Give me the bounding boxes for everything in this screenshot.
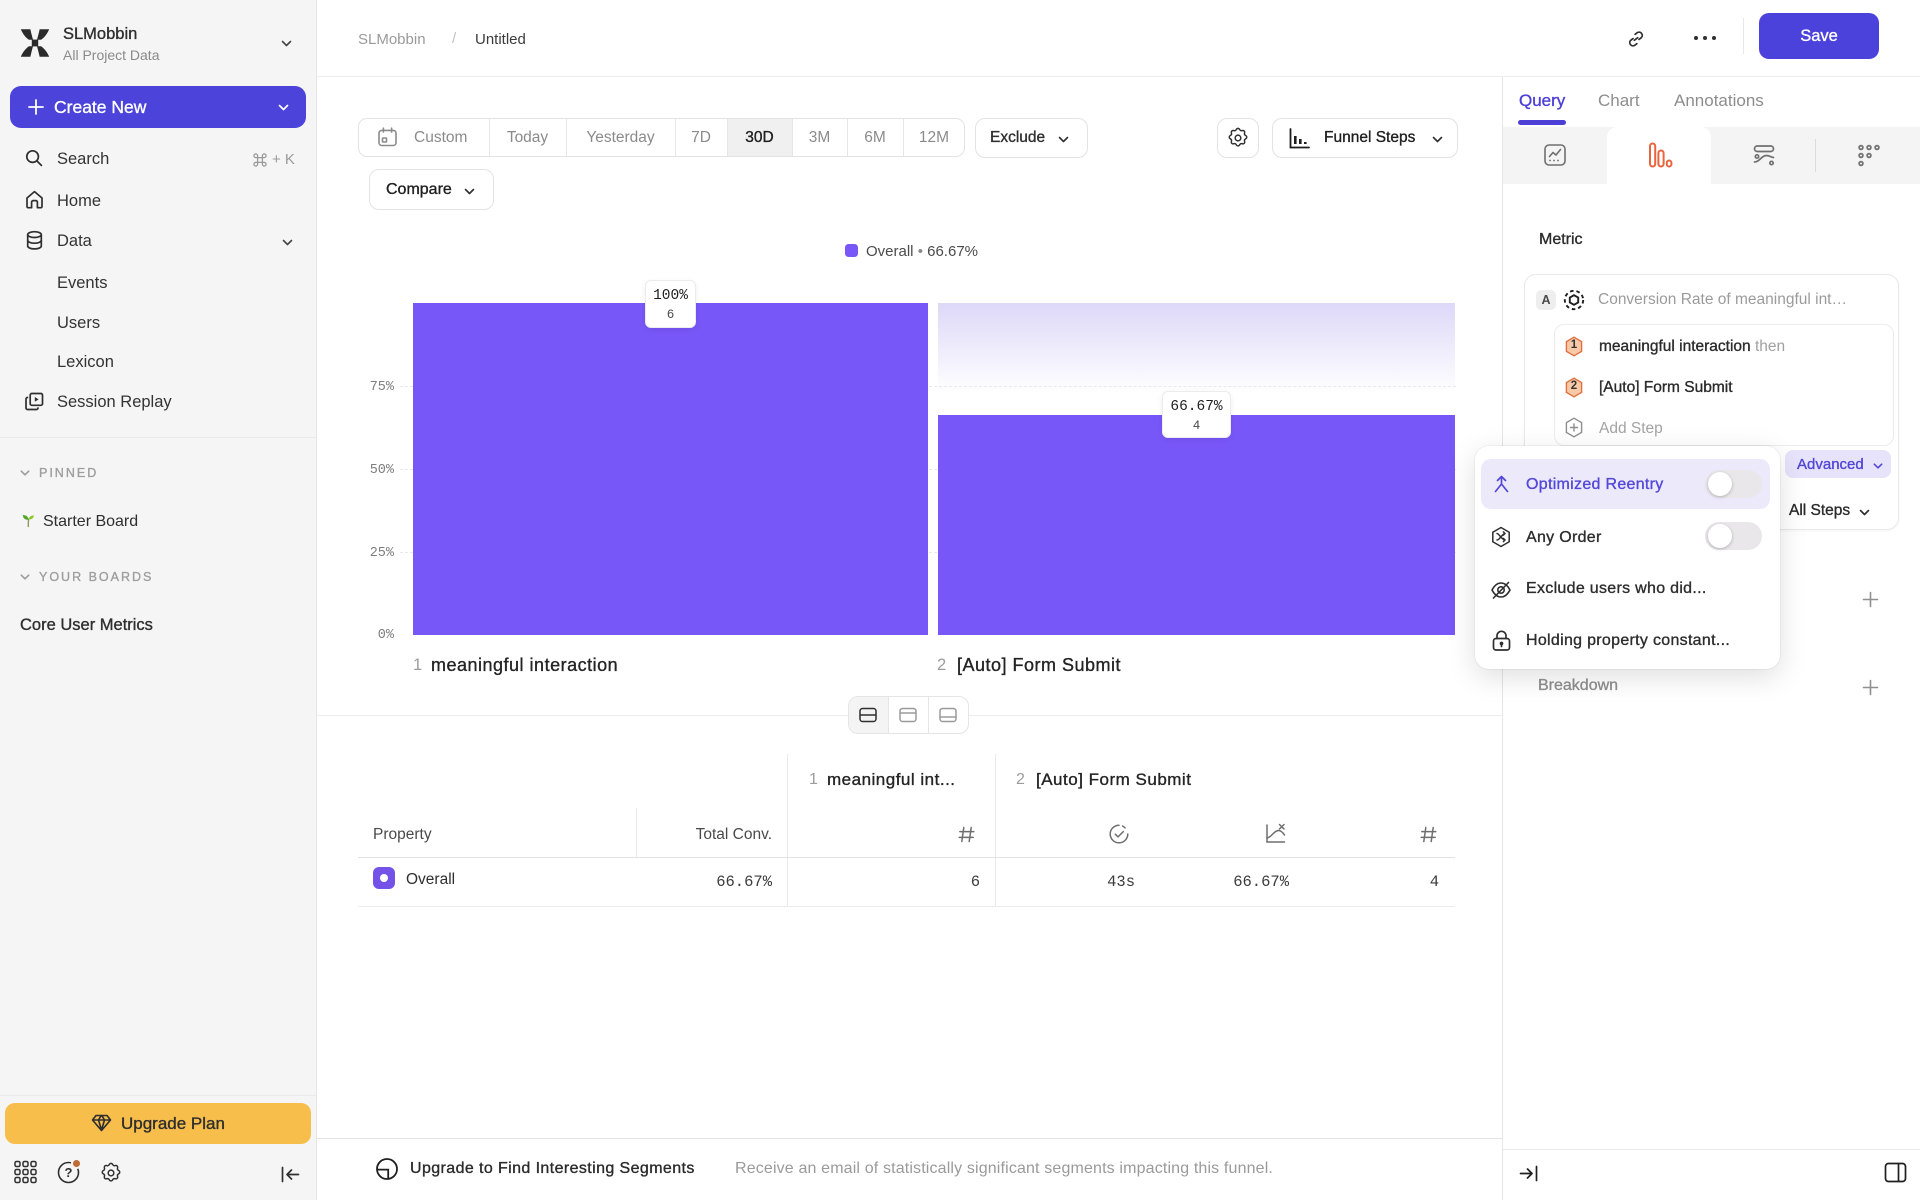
svg-text:?: ? xyxy=(65,1165,73,1180)
